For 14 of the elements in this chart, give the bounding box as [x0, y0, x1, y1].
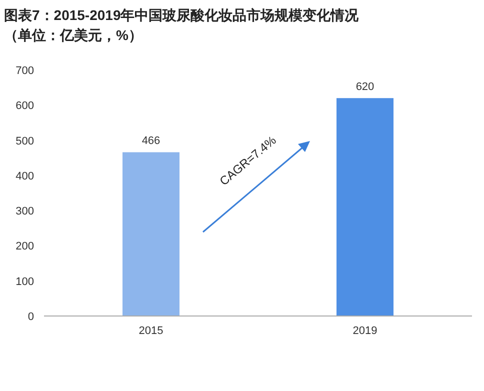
y-tick-label: 500 — [16, 135, 34, 148]
y-tick-label: 600 — [16, 100, 34, 112]
data-label: 466 — [142, 135, 160, 148]
y-tick-label: 700 — [16, 65, 34, 77]
chart-subtitle: （单位：亿美元，%） — [4, 27, 142, 43]
data-label: 620 — [356, 81, 374, 94]
y-tick-label: 0 — [28, 311, 34, 323]
y-tick-label: 200 — [16, 240, 34, 253]
chart-title: 图表7：2015-2019年中国玻尿酸化妆品市场规模变化情况 — [4, 7, 360, 23]
y-tick-label: 100 — [16, 276, 34, 288]
y-tick-label: 400 — [16, 170, 34, 182]
x-tick-label: 2015 — [138, 325, 164, 337]
y-tick-label: 300 — [16, 206, 34, 218]
x-tick-label: 2019 — [352, 325, 378, 337]
